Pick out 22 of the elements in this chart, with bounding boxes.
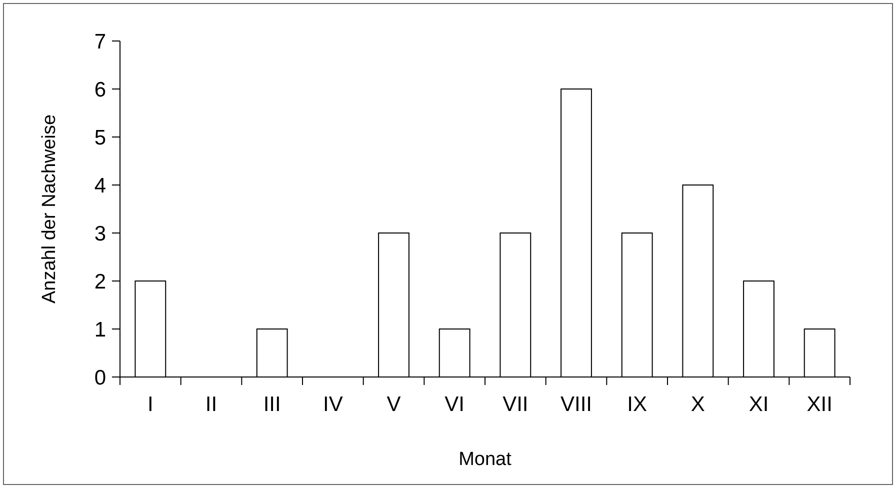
y-tick-label: 3	[94, 222, 106, 246]
y-tick-label: 0	[94, 366, 106, 390]
x-tick-label: III	[263, 393, 281, 416]
x-tick-label: XII	[806, 393, 832, 416]
x-tick-label: X	[690, 393, 705, 416]
x-tick-label: IX	[627, 393, 648, 416]
y-tick-label: 7	[94, 30, 106, 54]
x-tick-label: IV	[322, 393, 343, 416]
x-tick-label: II	[205, 393, 218, 416]
x-tick-label: VI	[444, 393, 465, 416]
x-tick-label: VII	[502, 393, 528, 416]
y-tick-label: 2	[94, 270, 106, 294]
x-tick-label: V	[386, 393, 401, 416]
y-tick-label: 4	[94, 174, 106, 198]
x-tick-label: XI	[748, 393, 769, 416]
y-tick-label: 6	[94, 78, 106, 102]
y-tick-label: 5	[94, 126, 106, 150]
x-axis-title: Monat	[458, 449, 512, 470]
y-axis-title: Anzahl der Nachweise	[39, 114, 60, 304]
x-tick-label: VIII	[560, 393, 592, 416]
x-tick-label: I	[147, 393, 154, 416]
y-tick-label: 1	[94, 318, 106, 342]
